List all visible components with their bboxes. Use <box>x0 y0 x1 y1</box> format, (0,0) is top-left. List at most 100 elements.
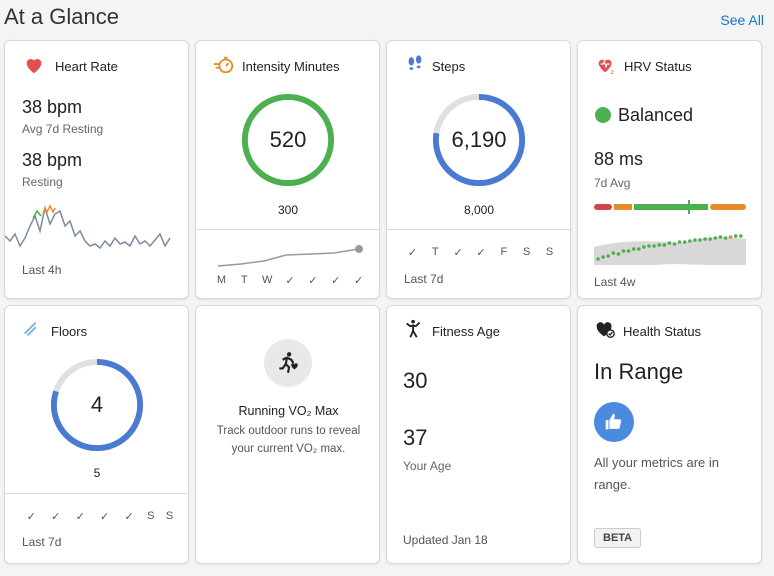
intensity-trend-chart <box>217 245 363 267</box>
day-label: S <box>147 510 155 522</box>
divider <box>387 229 570 230</box>
actual-age-label: Your Age <box>403 459 452 473</box>
intensity-progress-ring <box>241 93 335 187</box>
hrv-trend-point <box>611 251 616 255</box>
steps-progress-ring <box>432 93 526 187</box>
hrv-trend-point <box>682 240 687 244</box>
hrv-value: 88 ms <box>594 149 644 169</box>
day-label: T <box>431 246 439 258</box>
day-label: ✓ <box>353 275 364 287</box>
hrv-trend-point <box>688 239 692 243</box>
page-title: At a Glance <box>4 4 119 29</box>
hrv-trend-point <box>621 249 626 253</box>
hrv-trend-point <box>616 252 621 256</box>
hrv-trend-point <box>601 255 605 259</box>
day-label: ✓ <box>51 511 61 523</box>
vo2-title: Running VO₂ Max <box>238 404 339 418</box>
hrv-status-text: Balanced <box>618 105 694 125</box>
hrv-trend-point <box>667 241 672 245</box>
hrv-trend-point <box>739 234 743 238</box>
card-title: Fitness Age <box>432 324 500 339</box>
svg-text:z: z <box>611 69 614 76</box>
intensity-value: 520 <box>269 127 307 152</box>
health-status-text: In Range <box>594 359 684 384</box>
divider <box>196 229 379 230</box>
steps-week-days: ✓ T ✓ ✓ F S S <box>401 246 561 259</box>
card-title: Health Status <box>623 324 702 339</box>
see-all-link[interactable]: See All <box>720 12 764 28</box>
vo2-max-card[interactable]: Running VO₂ Max Track outdoor runs to re… <box>195 305 380 564</box>
heart-rate-card[interactable]: Heart Rate 38 bpm Avg 7d Resting 38 bpm … <box>4 40 189 299</box>
day-label: ✓ <box>476 247 486 259</box>
hrv-trend-point <box>631 247 636 251</box>
intensity-minutes-card[interactable]: Intensity Minutes 520 300 M T W ✓ ✓ ✓ ✓ <box>195 40 380 299</box>
runner-icon <box>264 339 312 387</box>
hrv-trend-point <box>677 240 682 244</box>
hrv-value-label: 7d Avg <box>594 176 631 190</box>
beta-badge: BETA <box>594 528 642 548</box>
floors-value: 4 <box>90 392 104 417</box>
day-label: T <box>240 274 248 286</box>
hrv-trend-chart <box>594 234 746 265</box>
heart-rate-sparkline <box>5 204 171 250</box>
card-title: Floors <box>51 324 88 339</box>
fitness-age-icon <box>406 319 421 338</box>
hrv-trend-point <box>733 234 738 238</box>
hrv-trend-point <box>703 237 707 241</box>
health-heart-icon <box>596 322 615 338</box>
resting-label: Resting <box>22 175 63 189</box>
heart-icon <box>26 59 42 74</box>
hrv-trend-point <box>728 235 733 239</box>
floors-week-days: ✓ ✓ ✓ ✓ ✓ S S <box>19 510 179 523</box>
hrv-trend-point <box>647 244 651 248</box>
vo2-description: Track outdoor runs to reveal your curren… <box>216 425 361 455</box>
stairs-icon <box>24 321 37 337</box>
day-label: ✓ <box>331 275 341 287</box>
day-label: ✓ <box>407 247 418 259</box>
hrv-footer: Last 4w <box>594 275 636 289</box>
steps-value: 6,190 <box>451 127 507 152</box>
day-label: ✓ <box>453 247 463 259</box>
steps-card[interactable]: Steps 6,190 8,000 ✓ T ✓ ✓ F S S Last 7d <box>386 40 571 299</box>
hrv-trend-point <box>698 238 702 242</box>
day-label: W <box>261 274 273 286</box>
intensity-week-days: M T W ✓ ✓ ✓ ✓ <box>210 274 370 287</box>
hrv-range-bar <box>594 200 746 214</box>
card-title: HRV Status <box>624 59 692 74</box>
divider <box>5 493 188 494</box>
heart-rate-footer: Last 4h <box>22 263 62 277</box>
hrv-trend-point <box>672 242 677 246</box>
avg-resting-label: Avg 7d Resting <box>22 122 104 136</box>
day-label: ✓ <box>26 511 36 523</box>
hrv-trend-point <box>606 254 610 258</box>
avg-resting-value: 38 bpm <box>22 97 83 117</box>
day-label: ✓ <box>75 511 85 523</box>
hrv-heart-icon: z <box>598 59 614 76</box>
hrv-trend-point <box>718 235 723 239</box>
fitness-age-footer: Updated Jan 18 <box>403 533 488 547</box>
hrv-trend-point <box>657 243 661 247</box>
steps-goal: 8,000 <box>463 203 495 217</box>
resting-value: 38 bpm <box>22 150 83 170</box>
day-label: ✓ <box>100 511 110 523</box>
day-label: S <box>523 246 531 258</box>
health-status-card[interactable]: Health Status In Range All your metrics … <box>577 305 762 564</box>
footsteps-icon <box>408 55 422 71</box>
hrv-trend-point <box>652 244 656 248</box>
card-title: Steps <box>432 59 466 74</box>
floors-progress-ring <box>50 358 144 452</box>
floors-goal: 5 <box>93 466 101 480</box>
actual-age-value: 37 <box>403 425 428 450</box>
day-label: M <box>216 274 227 286</box>
fitness-age-card[interactable]: Fitness Age 30 37 Your Age Updated Jan 1… <box>386 305 571 564</box>
hrv-trend-point <box>713 236 718 240</box>
day-label: F <box>500 246 508 258</box>
hrv-status-card[interactable]: z HRV Status Balanced 88 ms 7d Avg Last … <box>577 40 762 299</box>
hrv-trend-point <box>642 245 646 249</box>
thumbs-up-icon <box>594 402 634 442</box>
steps-footer: Last 7d <box>404 272 444 286</box>
health-description: All your metrics are in range. <box>594 455 719 492</box>
floors-card[interactable]: Floors 4 5 ✓ ✓ ✓ ✓ ✓ S S Last 7d <box>4 305 189 564</box>
day-label: ✓ <box>285 275 295 287</box>
intensity-goal: 300 <box>277 203 299 217</box>
